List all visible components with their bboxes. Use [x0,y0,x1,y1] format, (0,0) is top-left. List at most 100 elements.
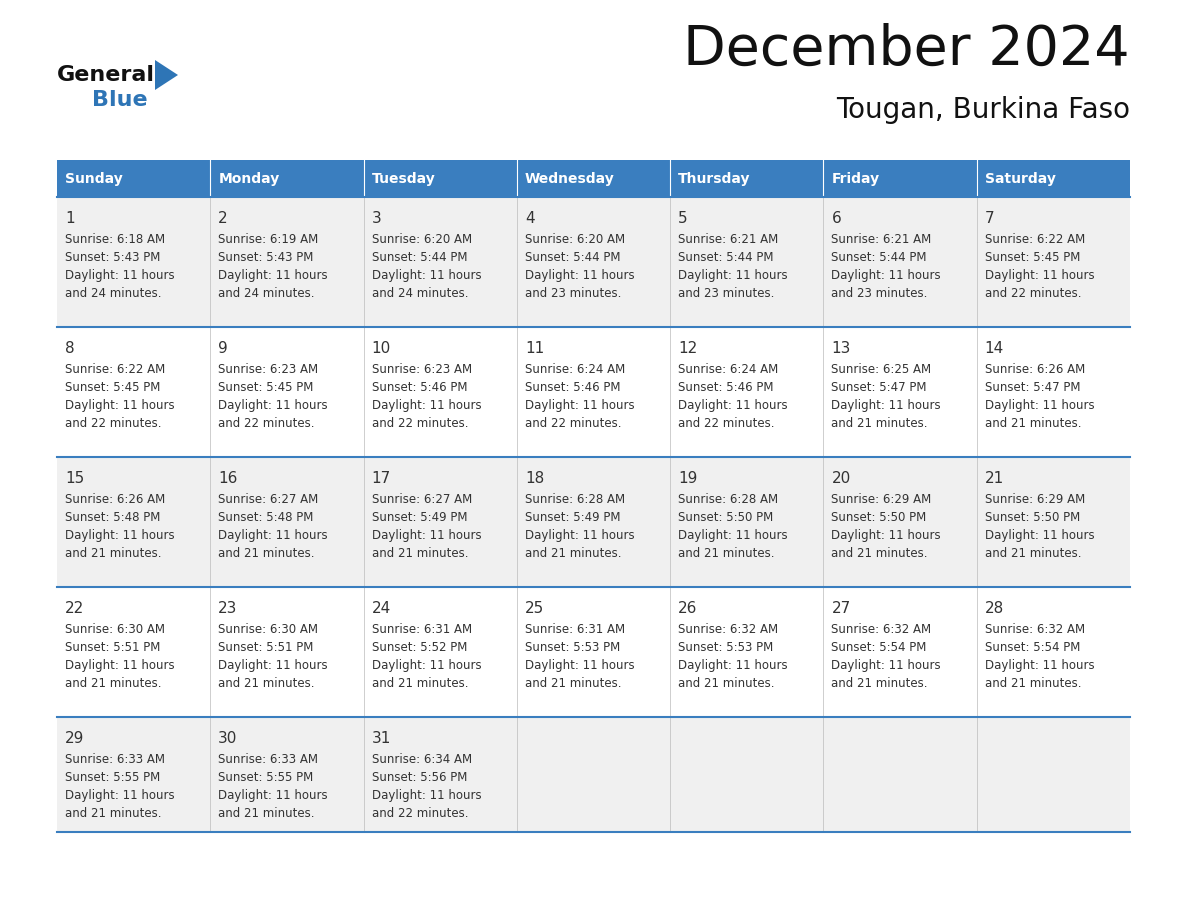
Text: Daylight: 11 hours: Daylight: 11 hours [219,789,328,802]
Text: and 21 minutes.: and 21 minutes. [219,807,315,820]
Text: Sunset: 5:44 PM: Sunset: 5:44 PM [525,251,620,264]
Bar [210,160,364,197]
Text: and 23 minutes.: and 23 minutes. [525,287,621,300]
Text: Daylight: 11 hours: Daylight: 11 hours [678,269,788,282]
Text: Sunset: 5:45 PM: Sunset: 5:45 PM [65,381,160,394]
Text: Tougan, Burkina Faso: Tougan, Burkina Faso [836,96,1130,124]
Text: Daylight: 11 hours: Daylight: 11 hours [678,659,788,672]
Text: and 21 minutes.: and 21 minutes. [65,547,162,560]
Text: Sunrise: 6:30 AM: Sunrise: 6:30 AM [219,623,318,636]
Text: 30: 30 [219,731,238,746]
Text: and 24 minutes.: and 24 minutes. [372,287,468,300]
Text: 22: 22 [65,601,84,616]
Bar [57,327,1130,457]
Text: 1: 1 [65,211,75,226]
Text: Daylight: 11 hours: Daylight: 11 hours [832,399,941,412]
Text: Daylight: 11 hours: Daylight: 11 hours [65,399,175,412]
Text: Sunrise: 6:20 AM: Sunrise: 6:20 AM [372,233,472,246]
Text: Friday: Friday [832,172,879,185]
Text: Daylight: 11 hours: Daylight: 11 hours [219,659,328,672]
Text: and 21 minutes.: and 21 minutes. [985,417,1081,430]
Text: 26: 26 [678,601,697,616]
Text: Sunset: 5:43 PM: Sunset: 5:43 PM [219,251,314,264]
Text: 12: 12 [678,341,697,356]
Text: Sunset: 5:48 PM: Sunset: 5:48 PM [219,511,314,524]
Text: Daylight: 11 hours: Daylight: 11 hours [65,269,175,282]
Bar [57,587,1130,717]
Text: General: General [57,65,154,85]
Text: Sunrise: 6:18 AM: Sunrise: 6:18 AM [65,233,165,246]
Text: Daylight: 11 hours: Daylight: 11 hours [985,659,1094,672]
Text: 3: 3 [372,211,381,226]
Text: December 2024: December 2024 [683,23,1130,77]
Text: Sunset: 5:46 PM: Sunset: 5:46 PM [372,381,467,394]
Text: Sunset: 5:49 PM: Sunset: 5:49 PM [525,511,620,524]
Text: Sunset: 5:45 PM: Sunset: 5:45 PM [219,381,314,394]
Text: 8: 8 [65,341,75,356]
Text: Monday: Monday [219,172,279,185]
Text: Sunset: 5:43 PM: Sunset: 5:43 PM [65,251,160,264]
Text: Sunrise: 6:28 AM: Sunrise: 6:28 AM [525,493,625,506]
Text: Sunset: 5:47 PM: Sunset: 5:47 PM [985,381,1080,394]
Text: Daylight: 11 hours: Daylight: 11 hours [65,789,175,802]
Text: and 22 minutes.: and 22 minutes. [678,417,775,430]
Text: and 22 minutes.: and 22 minutes. [65,417,162,430]
Text: Sunset: 5:55 PM: Sunset: 5:55 PM [219,771,314,784]
Text: 23: 23 [219,601,238,616]
Text: 24: 24 [372,601,391,616]
Text: Sunset: 5:50 PM: Sunset: 5:50 PM [678,511,773,524]
Text: Sunrise: 6:23 AM: Sunrise: 6:23 AM [372,363,472,376]
Text: Sunrise: 6:28 AM: Sunrise: 6:28 AM [678,493,778,506]
Text: Sunrise: 6:23 AM: Sunrise: 6:23 AM [219,363,318,376]
Text: Daylight: 11 hours: Daylight: 11 hours [985,399,1094,412]
Bar [57,457,1130,587]
Text: Sunset: 5:45 PM: Sunset: 5:45 PM [985,251,1080,264]
Text: and 22 minutes.: and 22 minutes. [219,417,315,430]
Text: 25: 25 [525,601,544,616]
Text: Sunset: 5:46 PM: Sunset: 5:46 PM [678,381,773,394]
Text: Daylight: 11 hours: Daylight: 11 hours [832,659,941,672]
Text: and 23 minutes.: and 23 minutes. [678,287,775,300]
Text: Sunrise: 6:22 AM: Sunrise: 6:22 AM [985,233,1085,246]
Text: Sunset: 5:54 PM: Sunset: 5:54 PM [985,641,1080,654]
Text: and 21 minutes.: and 21 minutes. [372,677,468,690]
Text: Sunset: 5:44 PM: Sunset: 5:44 PM [678,251,773,264]
Text: Wednesday: Wednesday [525,172,614,185]
Text: Daylight: 11 hours: Daylight: 11 hours [525,659,634,672]
Text: Sunset: 5:51 PM: Sunset: 5:51 PM [219,641,314,654]
Text: Daylight: 11 hours: Daylight: 11 hours [372,269,481,282]
Text: and 21 minutes.: and 21 minutes. [372,547,468,560]
Text: Daylight: 11 hours: Daylight: 11 hours [832,269,941,282]
Text: Sunrise: 6:22 AM: Sunrise: 6:22 AM [65,363,165,376]
Text: Sunset: 5:52 PM: Sunset: 5:52 PM [372,641,467,654]
Text: and 24 minutes.: and 24 minutes. [219,287,315,300]
Text: Daylight: 11 hours: Daylight: 11 hours [832,529,941,542]
Text: 16: 16 [219,471,238,486]
Text: 31: 31 [372,731,391,746]
Text: 28: 28 [985,601,1004,616]
Text: Daylight: 11 hours: Daylight: 11 hours [372,529,481,542]
Text: Sunrise: 6:24 AM: Sunrise: 6:24 AM [525,363,625,376]
Text: Sunrise: 6:19 AM: Sunrise: 6:19 AM [219,233,318,246]
Text: 10: 10 [372,341,391,356]
Text: Sunrise: 6:33 AM: Sunrise: 6:33 AM [65,753,165,766]
Text: and 22 minutes.: and 22 minutes. [985,287,1081,300]
Text: 9: 9 [219,341,228,356]
Text: and 21 minutes.: and 21 minutes. [832,677,928,690]
Text: and 21 minutes.: and 21 minutes. [985,547,1081,560]
Text: Daylight: 11 hours: Daylight: 11 hours [678,529,788,542]
Text: 18: 18 [525,471,544,486]
Text: 5: 5 [678,211,688,226]
Text: and 21 minutes.: and 21 minutes. [832,417,928,430]
Text: Daylight: 11 hours: Daylight: 11 hours [985,529,1094,542]
Text: Sunrise: 6:26 AM: Sunrise: 6:26 AM [65,493,165,506]
Text: Sunday: Sunday [65,172,122,185]
Text: Sunrise: 6:20 AM: Sunrise: 6:20 AM [525,233,625,246]
Text: 7: 7 [985,211,994,226]
Text: Sunrise: 6:27 AM: Sunrise: 6:27 AM [219,493,318,506]
Text: Daylight: 11 hours: Daylight: 11 hours [525,529,634,542]
Text: Sunset: 5:44 PM: Sunset: 5:44 PM [832,251,927,264]
Text: Blue: Blue [91,90,147,110]
Bar [364,160,517,197]
Text: Sunrise: 6:30 AM: Sunrise: 6:30 AM [65,623,165,636]
